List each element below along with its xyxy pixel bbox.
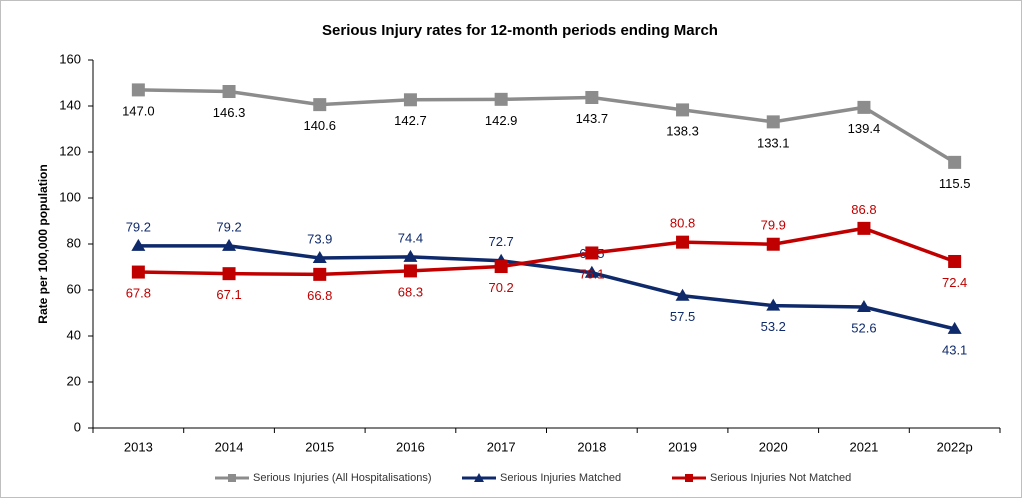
x-tick-label: 2021 — [849, 439, 878, 454]
series-line — [138, 88, 956, 164]
legend-label: Serious Injuries (All Hospitalisations) — [253, 472, 432, 484]
marker — [676, 103, 690, 117]
marker — [313, 98, 327, 112]
data-label: 70.2 — [488, 280, 513, 295]
chart-title: Serious Injury rates for 12-month period… — [322, 22, 718, 39]
data-label: 72.7 — [488, 234, 513, 249]
legend-item: Serious Injuries Matched — [462, 472, 621, 484]
marker — [494, 260, 508, 274]
data-label: 86.8 — [851, 202, 876, 217]
legend-item: Serious Injuries Not Matched — [672, 472, 851, 484]
marker — [131, 238, 146, 251]
legend-marker — [685, 474, 693, 482]
data-label: 73.9 — [307, 231, 332, 246]
marker — [403, 93, 417, 107]
y-tick-label: 140 — [59, 97, 81, 112]
y-tick-label: 160 — [59, 51, 81, 66]
data-label: 52.6 — [851, 320, 876, 335]
y-tick-label: 20 — [67, 373, 81, 388]
marker — [948, 254, 962, 268]
y-tick-label: 100 — [59, 189, 81, 204]
marker — [131, 265, 145, 279]
x-tick-label: 2020 — [759, 439, 788, 454]
marker — [494, 92, 508, 106]
series-line — [138, 226, 956, 277]
marker — [675, 288, 690, 301]
data-label: 79.2 — [126, 219, 151, 234]
data-label: 57.5 — [670, 309, 695, 324]
data-label: 79.9 — [761, 218, 786, 233]
legend-item: Serious Injuries (All Hospitalisations) — [215, 472, 432, 484]
x-tick-label: 2019 — [668, 439, 697, 454]
data-label: 76.1 — [579, 266, 604, 281]
legend-label: Serious Injuries Matched — [500, 472, 621, 484]
marker — [766, 237, 780, 251]
series-line — [138, 244, 956, 331]
x-tick-label: 2022p — [937, 439, 973, 454]
marker — [313, 267, 327, 281]
y-tick-label: 60 — [67, 281, 81, 296]
data-label: 43.1 — [942, 342, 967, 357]
data-label: 143.7 — [576, 111, 609, 126]
x-tick-label: 2014 — [215, 439, 244, 454]
x-tick-label: 2017 — [487, 439, 516, 454]
marker — [766, 115, 780, 129]
x-tick-label: 2016 — [396, 439, 425, 454]
data-label: 67.1 — [216, 287, 241, 302]
y-tick-label: 80 — [67, 235, 81, 250]
data-label: 142.7 — [394, 113, 427, 128]
y-tick-label: 120 — [59, 143, 81, 158]
data-label: 133.1 — [757, 135, 790, 150]
legend-marker — [474, 473, 484, 482]
y-tick-label: 40 — [67, 327, 81, 342]
marker — [676, 235, 690, 249]
data-label: 72.4 — [942, 275, 967, 290]
marker — [403, 264, 417, 278]
marker — [312, 251, 327, 264]
marker — [222, 85, 236, 99]
marker — [947, 321, 962, 334]
y-axis-label: Rate per 100,000 population — [36, 164, 50, 323]
marker — [856, 300, 871, 313]
data-label: 79.2 — [216, 219, 241, 234]
legend-label: Serious Injuries Not Matched — [710, 472, 851, 484]
marker — [222, 267, 236, 281]
marker — [857, 221, 871, 235]
data-label: 68.3 — [398, 284, 423, 299]
marker — [584, 265, 599, 278]
marker — [585, 90, 599, 104]
marker — [766, 298, 781, 311]
data-label: 115.5 — [939, 176, 971, 191]
data-label: 146.3 — [213, 105, 246, 120]
data-label: 80.8 — [670, 216, 695, 231]
y-tick-label: 0 — [74, 419, 81, 434]
legend-marker — [228, 474, 236, 482]
marker — [948, 155, 962, 169]
data-label: 66.8 — [307, 288, 332, 303]
marker — [857, 100, 871, 114]
data-label: 53.2 — [761, 319, 786, 334]
x-tick-label: 2015 — [305, 439, 334, 454]
marker — [403, 249, 418, 262]
data-label: 147.0 — [122, 103, 155, 118]
x-tick-label: 2013 — [124, 439, 153, 454]
data-label: 67.8 — [126, 285, 151, 300]
data-label: 140.6 — [303, 118, 336, 133]
data-label: 138.3 — [666, 123, 699, 138]
x-tick-label: 2018 — [577, 439, 606, 454]
marker — [222, 238, 237, 251]
marker — [585, 246, 599, 260]
marker — [131, 83, 145, 97]
data-label: 139.4 — [848, 121, 881, 136]
data-label: 142.9 — [485, 113, 518, 128]
data-label: 74.4 — [398, 230, 423, 245]
